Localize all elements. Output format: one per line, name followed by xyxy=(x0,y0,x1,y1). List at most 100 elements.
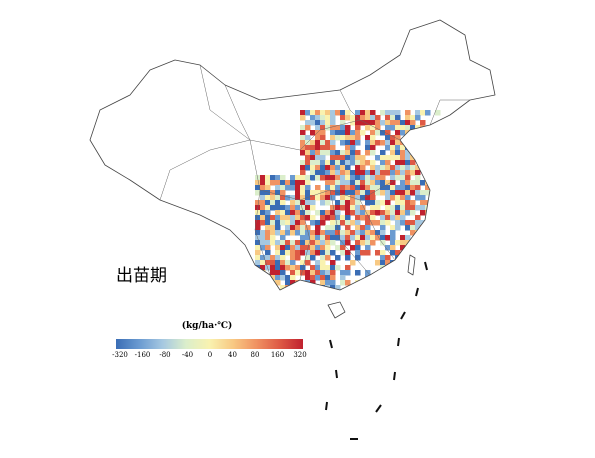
heat-cell xyxy=(295,175,301,181)
heat-cell xyxy=(310,235,316,241)
heat-cell xyxy=(350,245,356,251)
heat-cell xyxy=(435,130,441,136)
heat-cell xyxy=(380,235,386,241)
heat-cell xyxy=(345,140,351,146)
heat-cell xyxy=(400,190,406,196)
heat-cell xyxy=(405,155,411,161)
heat-cell xyxy=(290,210,296,216)
heat-cell xyxy=(365,215,371,221)
heat-cell xyxy=(390,235,396,241)
heat-cell xyxy=(320,255,326,261)
heat-cell xyxy=(365,170,371,176)
heat-cell xyxy=(410,120,416,126)
heat-cell xyxy=(275,205,281,211)
heat-cell xyxy=(295,225,301,231)
heat-cell xyxy=(290,205,296,211)
heat-cell xyxy=(380,110,386,116)
heat-cell xyxy=(430,275,436,281)
heat-cell xyxy=(315,135,321,141)
heat-cell xyxy=(325,255,331,261)
heat-cell xyxy=(430,230,436,236)
heat-cell xyxy=(320,220,326,226)
heat-cell xyxy=(265,260,271,266)
heat-cell xyxy=(365,225,371,231)
heat-cell xyxy=(390,280,396,286)
heat-cell xyxy=(330,125,336,131)
heat-cell xyxy=(275,190,281,196)
heat-cell xyxy=(260,185,266,191)
heat-cell xyxy=(435,125,441,131)
heat-cell xyxy=(285,225,291,231)
heat-cell xyxy=(340,140,346,146)
heat-cell xyxy=(415,130,421,136)
heat-cell xyxy=(415,170,421,176)
heat-cell xyxy=(310,150,316,156)
heat-cell xyxy=(300,210,306,216)
heat-cell xyxy=(265,240,271,246)
heat-cell xyxy=(300,175,306,181)
heat-cell xyxy=(365,235,371,241)
heat-cell xyxy=(290,200,296,206)
heat-cell xyxy=(320,175,326,181)
heat-cell xyxy=(345,290,351,296)
heat-cell xyxy=(405,275,411,281)
heat-cell xyxy=(355,125,361,131)
heat-cell xyxy=(330,215,336,221)
heat-cell xyxy=(330,260,336,266)
heat-cell xyxy=(305,155,311,161)
heat-cell xyxy=(385,155,391,161)
heat-cell xyxy=(300,215,306,221)
heat-cell xyxy=(265,200,271,206)
heat-cell xyxy=(375,210,381,216)
heat-cell xyxy=(375,170,381,176)
heat-cell xyxy=(380,190,386,196)
heat-cell xyxy=(305,215,311,221)
heat-cell xyxy=(395,120,401,126)
heat-cell xyxy=(290,240,296,246)
heat-cell xyxy=(350,170,356,176)
heat-cell xyxy=(395,215,401,221)
heat-cell xyxy=(310,245,316,251)
heat-cell xyxy=(385,160,391,166)
heat-cell xyxy=(305,230,311,236)
heat-cell xyxy=(265,185,271,191)
heat-cell xyxy=(275,185,281,191)
heat-cell xyxy=(385,165,391,171)
heat-cell xyxy=(310,220,316,226)
heat-cell xyxy=(410,170,416,176)
heat-cell xyxy=(420,155,426,161)
heat-cell xyxy=(320,135,326,141)
heat-cell xyxy=(340,165,346,171)
heat-cell xyxy=(410,240,416,246)
heat-cell xyxy=(355,185,361,191)
heat-cell xyxy=(375,180,381,186)
heat-cell xyxy=(325,290,331,296)
heat-cell xyxy=(320,235,326,241)
heat-cell xyxy=(430,280,436,286)
heat-cell xyxy=(310,140,316,146)
heat-cell xyxy=(265,255,271,261)
heat-cell xyxy=(290,195,296,201)
heat-cell xyxy=(435,220,441,226)
heat-cell xyxy=(285,280,291,286)
heat-cell xyxy=(395,170,401,176)
heat-cell xyxy=(425,270,431,276)
heat-cell xyxy=(335,180,341,186)
heat-cell xyxy=(385,260,391,266)
heat-cell xyxy=(305,275,311,281)
heat-cell xyxy=(350,115,356,121)
heat-cell xyxy=(270,175,276,181)
heat-cell xyxy=(335,185,341,191)
heat-cell xyxy=(340,275,346,281)
heat-cell xyxy=(300,205,306,211)
heat-cell xyxy=(350,235,356,241)
heat-cell xyxy=(380,170,386,176)
heat-cell xyxy=(370,235,376,241)
heat-cell xyxy=(345,135,351,141)
heat-cell xyxy=(435,140,441,146)
heat-cell xyxy=(435,225,441,231)
heat-cell xyxy=(320,120,326,126)
heat-cell xyxy=(370,215,376,221)
heat-cell xyxy=(300,110,306,116)
heat-cell xyxy=(310,155,316,161)
